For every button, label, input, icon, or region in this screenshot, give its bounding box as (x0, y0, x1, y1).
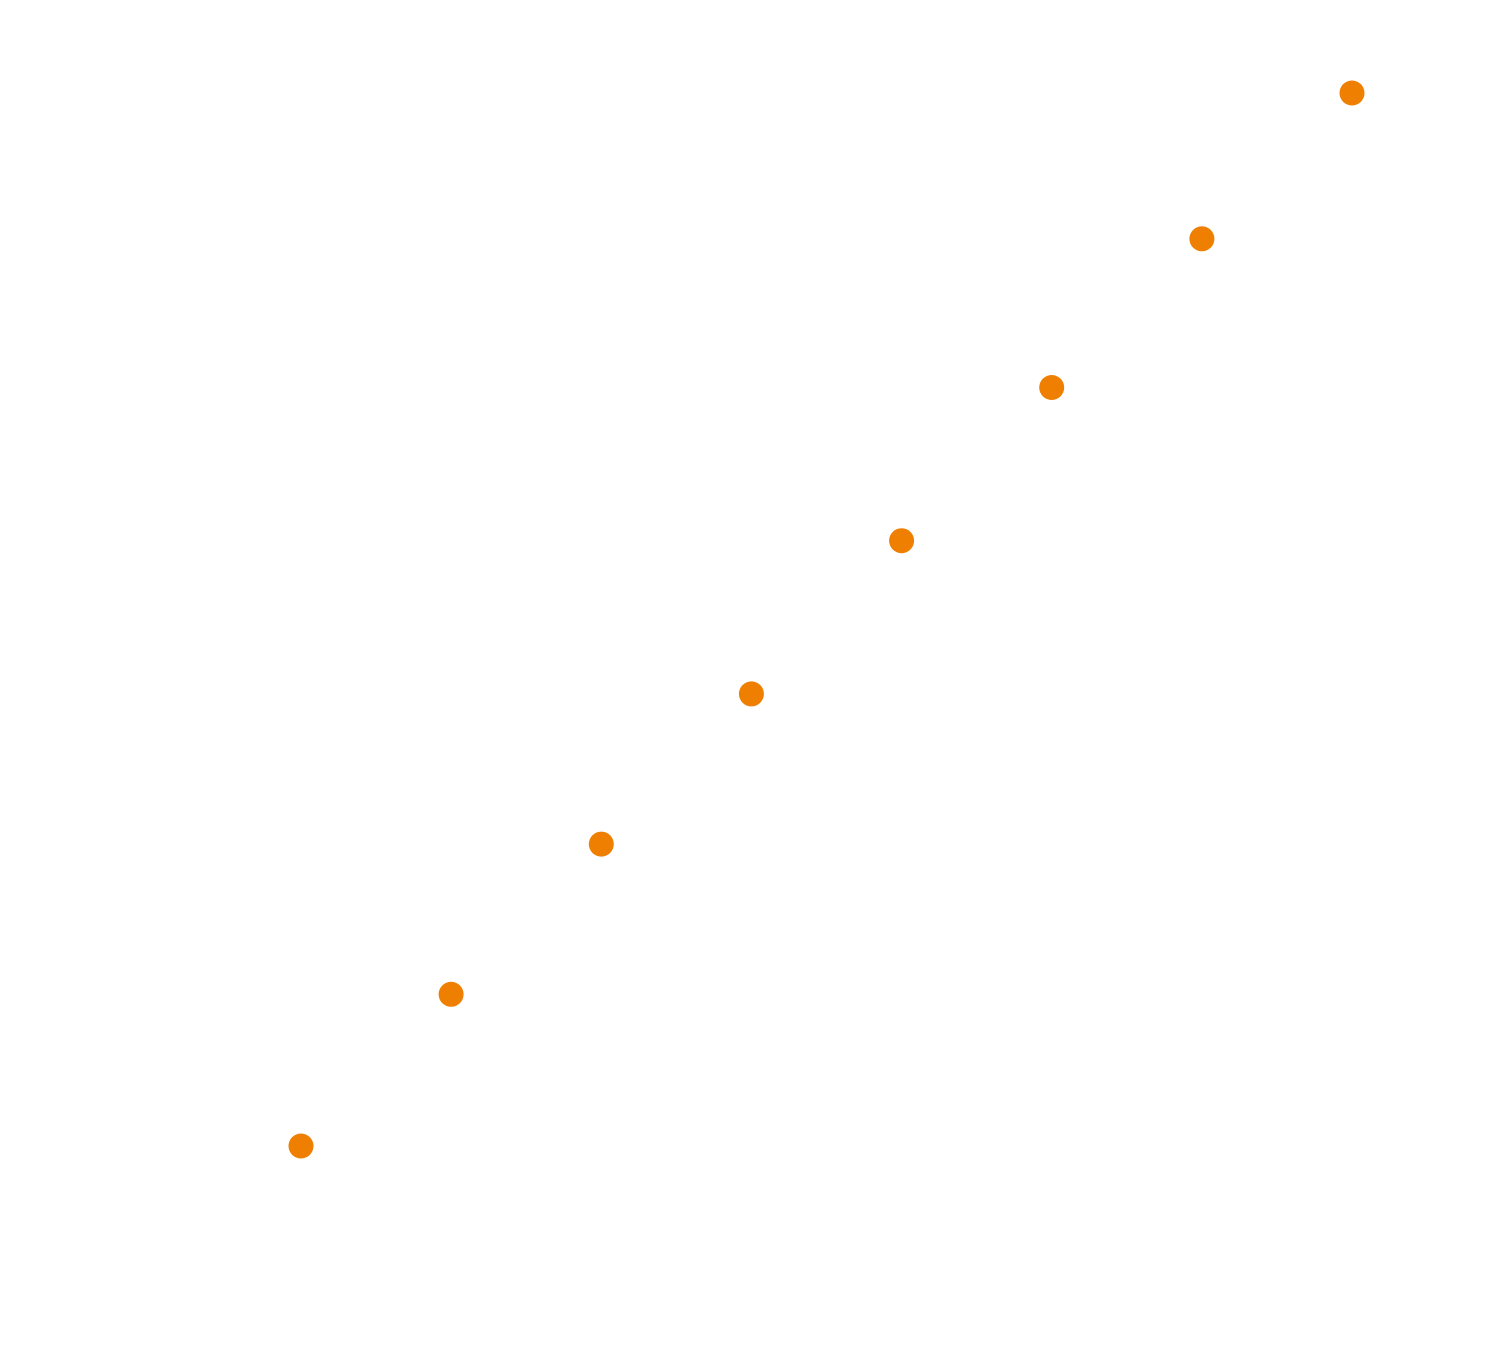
data-point-6 (1039, 375, 1065, 400)
data-point-1 (288, 1133, 314, 1159)
data-point-7 (1189, 226, 1215, 252)
data-points (288, 80, 1365, 1159)
data-point-3 (588, 831, 614, 857)
data-point-2 (438, 981, 464, 1007)
data-point-8 (1339, 80, 1365, 106)
data-point-4 (738, 681, 764, 707)
data-point-5 (889, 528, 915, 554)
